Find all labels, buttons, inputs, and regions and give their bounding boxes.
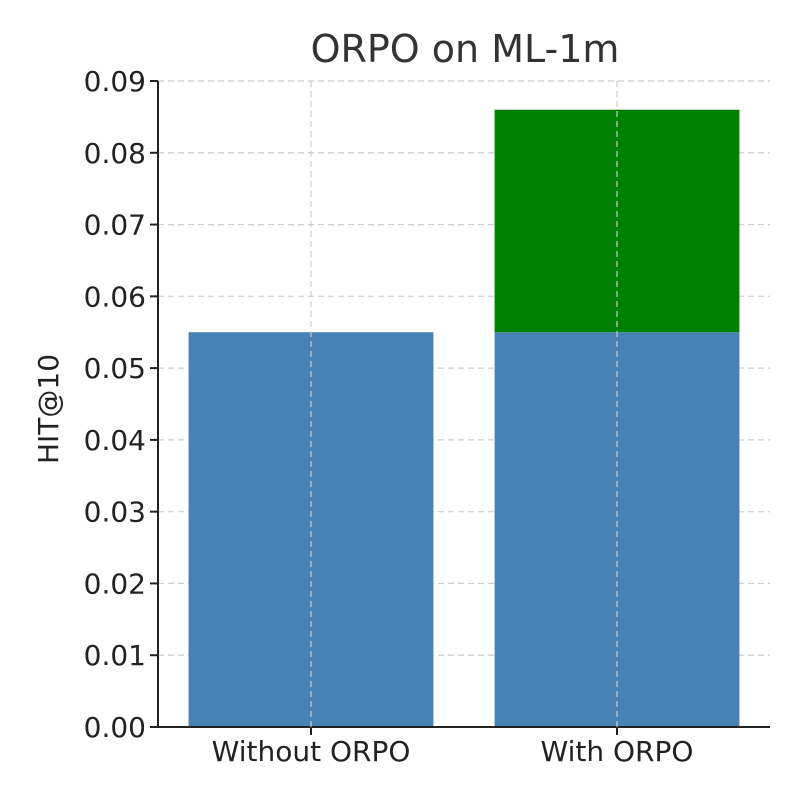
y-tick-label: 0.03 [84, 496, 146, 529]
y-tick-label: 0.04 [84, 424, 146, 457]
y-axis-label: HIT@10 [32, 354, 65, 464]
y-tick-label: 0.02 [84, 567, 146, 600]
y-tick-label: 0.05 [84, 352, 146, 385]
y-tick-label: 0.06 [84, 280, 146, 313]
y-tick-label: 0.08 [84, 137, 146, 170]
y-tick-label: 0.00 [84, 711, 146, 744]
y-tick-label: 0.01 [84, 639, 146, 672]
y-tick-label: 0.09 [84, 65, 146, 98]
bar-layer [188, 109, 740, 727]
x-tick-label: Without ORPO [212, 735, 411, 768]
x-tick-label: With ORPO [541, 735, 694, 768]
axis-layer: 0.00 0.01 0.02 0.03 0.04 0.05 0.06 0.07 0.08 0.09… [84, 65, 770, 768]
chart-title: ORPO on ML-1m [311, 27, 620, 71]
y-tick-label: 0.07 [84, 209, 146, 242]
